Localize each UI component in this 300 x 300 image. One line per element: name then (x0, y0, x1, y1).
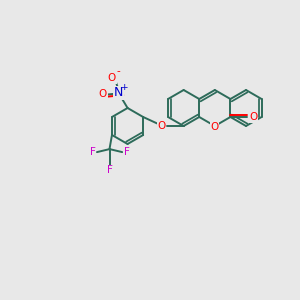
Text: F: F (106, 165, 112, 175)
Text: O: O (211, 122, 219, 133)
Text: O: O (158, 121, 166, 131)
Text: O: O (249, 112, 258, 122)
Text: +: + (120, 83, 128, 92)
Text: -: - (117, 66, 121, 76)
Text: F: F (124, 147, 130, 157)
Text: F: F (89, 147, 95, 157)
Text: O: O (99, 89, 107, 100)
Text: O: O (108, 73, 116, 83)
Text: N: N (114, 86, 123, 100)
